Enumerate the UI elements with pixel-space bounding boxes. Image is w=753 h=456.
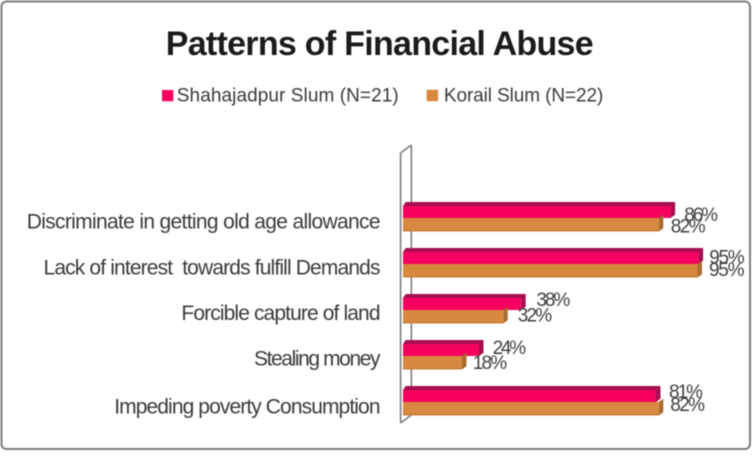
svg-text:32%: 32% xyxy=(518,306,552,327)
svg-text:82%: 82% xyxy=(670,395,705,416)
svg-text:Impeding poverty Consumption: Impeding poverty Consumption xyxy=(114,396,380,419)
svg-text:Lack of interest towards fulf: Lack of interest towards fulfill Demands xyxy=(44,256,381,279)
svg-text:38%: 38% xyxy=(536,290,570,311)
svg-text:86%: 86% xyxy=(684,205,718,226)
svg-text:18%: 18% xyxy=(473,353,508,374)
svg-text:82%: 82% xyxy=(671,216,706,237)
svg-text:Stealing money: Stealing money xyxy=(254,348,381,371)
svg-text:Korail Slum (N=22): Korail Slum (N=22) xyxy=(444,85,603,106)
svg-text:Shahajadpur Slum (N=21): Shahajadpur Slum (N=21) xyxy=(177,85,399,106)
svg-text:Forcible capture of land: Forcible capture of land xyxy=(181,302,380,325)
svg-text:81%: 81% xyxy=(669,382,703,403)
svg-text:Discriminate in getting old ag: Discriminate in getting old age allowanc… xyxy=(27,211,381,234)
svg-text:24%: 24% xyxy=(493,338,527,359)
svg-text:95%: 95% xyxy=(709,260,745,281)
svg-text:95%: 95% xyxy=(709,247,744,268)
svg-text:Patterns of Financial Abuse: Patterns of Financial Abuse xyxy=(166,25,594,63)
